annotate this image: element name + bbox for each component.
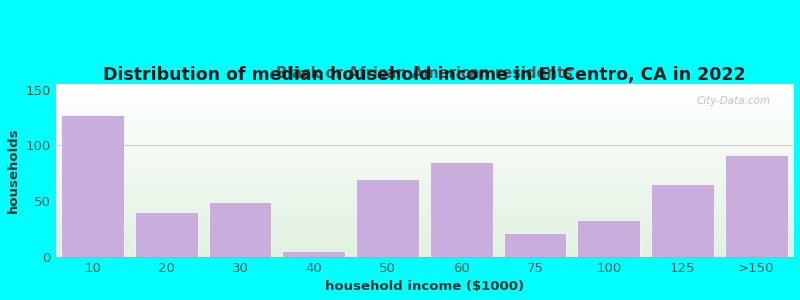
Bar [578, 220, 640, 256]
Bar [430, 162, 493, 256]
Text: City-Data.com: City-Data.com [697, 96, 771, 106]
Bar [62, 115, 124, 256]
Title: Distribution of median household income in El Centro, CA in 2022: Distribution of median household income … [103, 66, 746, 84]
Bar [282, 251, 345, 256]
Bar [725, 155, 787, 256]
X-axis label: household income ($1000): household income ($1000) [325, 280, 524, 293]
Bar [356, 179, 419, 256]
Bar [209, 202, 271, 256]
Bar [135, 212, 198, 256]
Text: Black or African American residents: Black or African American residents [276, 65, 573, 80]
Bar [504, 233, 566, 256]
Y-axis label: households: households [7, 128, 20, 213]
Bar [651, 184, 714, 256]
